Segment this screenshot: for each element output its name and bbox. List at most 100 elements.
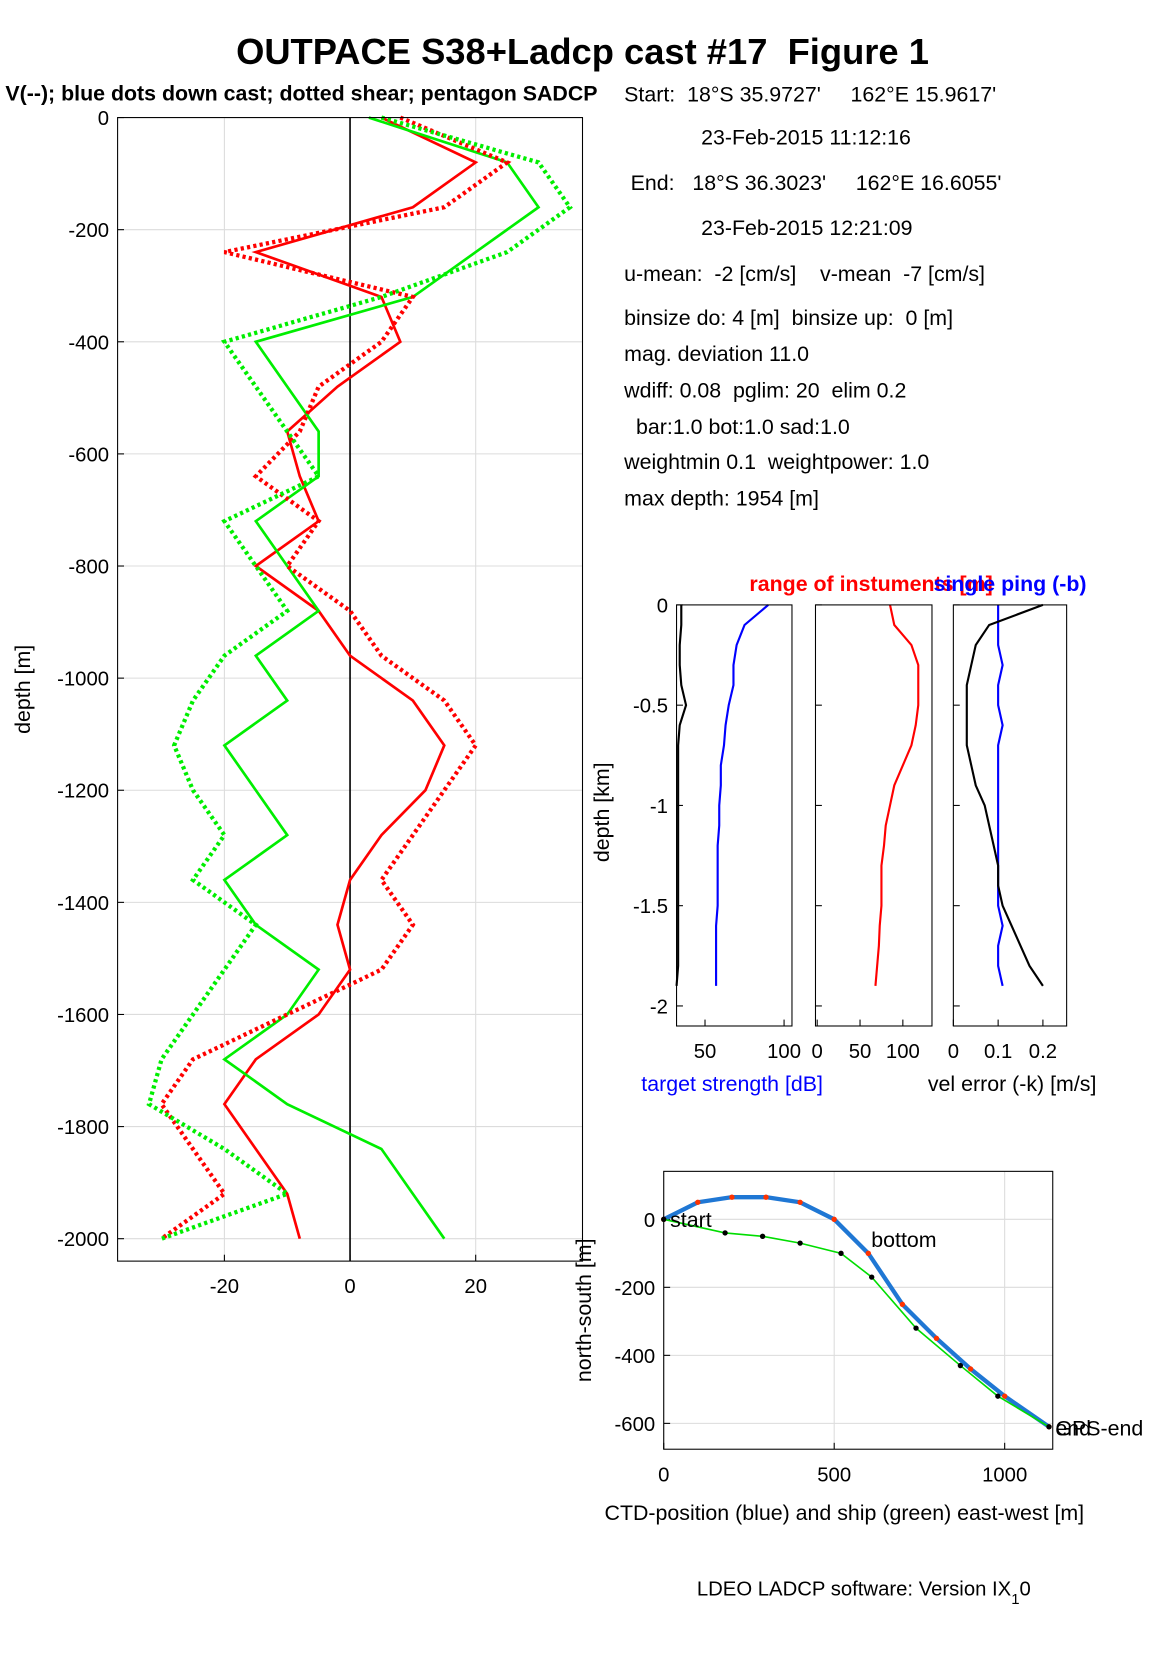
track-point — [957, 1362, 964, 1369]
x-tick-label: 500 — [817, 1464, 851, 1486]
track-point — [831, 1216, 837, 1222]
y-tick-label: -400 — [68, 332, 109, 354]
x-axis-label: target strength [dB] — [641, 1072, 823, 1096]
y-axis-label: north-south [m] — [572, 1238, 596, 1382]
track-point — [759, 1233, 766, 1239]
profile-line — [146, 115, 573, 1241]
track-point — [1046, 1424, 1052, 1430]
title: OUTPACE S38+Ladcp cast #17 Figure 1 — [236, 31, 929, 72]
axes-frame — [952, 604, 1068, 1027]
axes-box — [953, 604, 1067, 1026]
track-point — [899, 1301, 906, 1308]
x-tick-label: 20 — [464, 1276, 487, 1298]
info-line: Start: 18°S 35.9727' 162°E 15.9617' — [624, 83, 996, 107]
y-tick-label: 0 — [644, 1210, 655, 1232]
y-tick-label: -1600 — [57, 1005, 109, 1027]
footer-part: LDEO LADCP software: Version IX — [697, 1579, 1012, 1601]
profile-line — [997, 604, 1004, 987]
track-point — [722, 1230, 728, 1236]
x-tick-label: 50 — [849, 1041, 872, 1063]
y-tick-label: -600 — [615, 1414, 656, 1436]
info-line: binsize do: 4 [m] binsize up: 0 [m] — [624, 306, 953, 330]
x-tick-label: 0 — [812, 1041, 823, 1063]
axes-frame — [663, 1170, 1054, 1450]
profile-line — [874, 604, 920, 986]
track-line — [662, 1195, 1051, 1429]
panel-title: single ping (-b) — [933, 572, 1086, 596]
x-axis-label: CTD-position (blue) and ship (green) eas… — [605, 1501, 1085, 1525]
profile-line — [158, 115, 512, 1241]
y-tick-label: -1.5 — [633, 896, 668, 918]
y-tick-label: -0.5 — [633, 696, 668, 718]
y-tick-label: 0 — [98, 108, 109, 130]
track-point — [995, 1393, 1001, 1399]
x-tick-label: 1000 — [982, 1464, 1027, 1486]
track-point — [797, 1240, 803, 1246]
footer: LDEO LADCP software: Version IX10 — [697, 1579, 1031, 1609]
x-tick-label: 100 — [886, 1041, 920, 1063]
info-line: 23-Feb-2015 11:12:16 — [701, 125, 911, 149]
y-tick-label: -1000 — [57, 669, 109, 691]
y-tick-label: 0 — [657, 595, 668, 617]
y-tick-label: -1400 — [57, 893, 109, 915]
x-tick-label: 0 — [658, 1464, 669, 1486]
info-line: 23-Feb-2015 12:21:09 — [701, 216, 912, 240]
axes-box — [815, 604, 932, 1026]
track-point — [763, 1194, 769, 1200]
profile-line — [222, 116, 541, 1240]
y-tick-label: -2000 — [57, 1229, 109, 1251]
info-line: max depth: 1954 [m] — [624, 487, 819, 511]
x-tick-label: -20 — [210, 1276, 239, 1298]
info-line: mag. deviation 11.0 — [624, 342, 809, 366]
footer-part: 0 — [1020, 1579, 1031, 1601]
info-line: bar:1.0 bot:1.0 sad:1.0 — [624, 415, 850, 439]
info-line: weightmin 0.1 weightpower: 1.0 — [623, 450, 929, 474]
footer-part: 1 — [1011, 1591, 1019, 1608]
y-tick-label: -200 — [615, 1278, 656, 1300]
y-tick-label: -2 — [650, 996, 668, 1018]
x-tick-label: 0.2 — [1029, 1041, 1057, 1063]
annotation: bottom — [871, 1228, 936, 1252]
x-tick-label: 0.1 — [984, 1041, 1012, 1063]
y-tick-label: -1 — [650, 796, 668, 818]
info-line: wdiff: 0.08 pglim: 20 elim 0.2 — [623, 379, 906, 403]
track-point — [933, 1335, 940, 1342]
info-line: u-mean: -2 [cm/s] v-mean -7 [cm/s] — [624, 262, 985, 286]
y-tick-label: -200 — [68, 220, 109, 242]
x-tick-label: 0 — [948, 1041, 959, 1063]
track-point — [838, 1250, 844, 1256]
profile-line — [965, 603, 1044, 987]
y-tick-label: -800 — [68, 556, 109, 578]
x-tick-label: 50 — [694, 1041, 717, 1063]
axes-frame — [676, 604, 793, 1027]
y-tick-label: -600 — [68, 444, 109, 466]
subtitle: V(--); blue dots down cast; dotted shear… — [5, 81, 597, 105]
x-axis-label: vel error (-k) [m/s] — [928, 1072, 1097, 1096]
x-tick-label: 100 — [767, 1041, 801, 1063]
y-axis-label: depth [m] — [11, 645, 35, 734]
info-line: End: 18°S 36.3023' 162°E 16.6055' — [631, 171, 1002, 195]
y-axis-label: depth [km] — [590, 762, 614, 862]
panel-title: range of instuments [m] — [749, 572, 992, 596]
axes-frame — [814, 604, 933, 1027]
track-line — [663, 1218, 1050, 1428]
track-point — [797, 1199, 803, 1205]
profile-line — [675, 604, 688, 986]
axes-frame — [117, 117, 584, 1262]
annotation: GPS-end — [1055, 1416, 1143, 1440]
track-point — [729, 1194, 735, 1200]
track-point — [865, 1250, 871, 1256]
annotation: end — [1055, 1416, 1091, 1440]
track-point — [913, 1325, 919, 1331]
axes-box — [663, 1171, 1053, 1450]
track-point — [869, 1274, 875, 1280]
y-tick-label: -1200 — [57, 781, 109, 803]
y-tick-label: -400 — [615, 1346, 656, 1368]
annotation: start — [670, 1208, 712, 1232]
profile-line — [715, 604, 769, 986]
x-tick-label: 0 — [344, 1276, 355, 1298]
track-point — [1002, 1393, 1008, 1399]
y-tick-label: -1800 — [57, 1117, 109, 1139]
track-point — [695, 1199, 701, 1205]
